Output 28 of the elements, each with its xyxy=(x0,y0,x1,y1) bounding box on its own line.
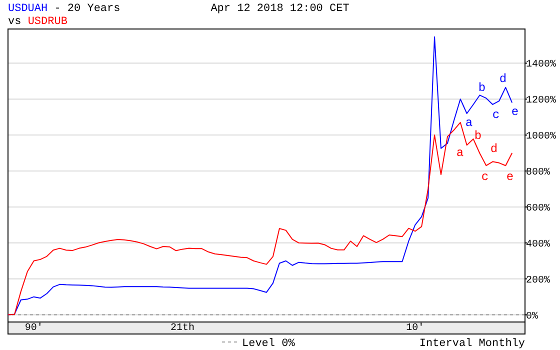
x-tick-label: 21th xyxy=(170,322,194,334)
annotation: a xyxy=(465,116,473,130)
line-series xyxy=(8,36,513,316)
legend-label: Level 0% xyxy=(242,338,296,350)
y-tick-label: 400% xyxy=(526,239,550,250)
y-tick-label: 600% xyxy=(526,204,550,215)
y-tick-label: 200% xyxy=(526,275,550,286)
x-tick-label: 90' xyxy=(24,322,43,334)
annotation: d xyxy=(490,142,498,156)
chart-subtitle: vs USDRUB xyxy=(8,16,68,28)
line-series xyxy=(8,122,513,316)
annotation: b xyxy=(474,129,482,143)
annotation: c xyxy=(481,170,489,184)
y-tick-label: 0% xyxy=(526,311,538,322)
y-tick-label: 1000% xyxy=(526,132,556,143)
annotation: e xyxy=(506,170,514,184)
y-tick-label: 1400% xyxy=(526,60,556,71)
x-tick-label: 10' xyxy=(406,322,424,334)
annotation: e xyxy=(511,105,519,119)
annotation: c xyxy=(492,108,500,122)
text: Interval Monthly xyxy=(419,338,526,350)
y-tick-label: 800% xyxy=(526,168,550,179)
annotation: a xyxy=(456,146,464,160)
text: Apr 12 2018 12:00 CET xyxy=(210,3,350,15)
chart-title: USDUAH - 20 Years xyxy=(8,3,120,15)
y-tick-label: 1200% xyxy=(526,96,556,107)
annotation: b xyxy=(478,81,486,95)
annotation: d xyxy=(499,72,507,86)
